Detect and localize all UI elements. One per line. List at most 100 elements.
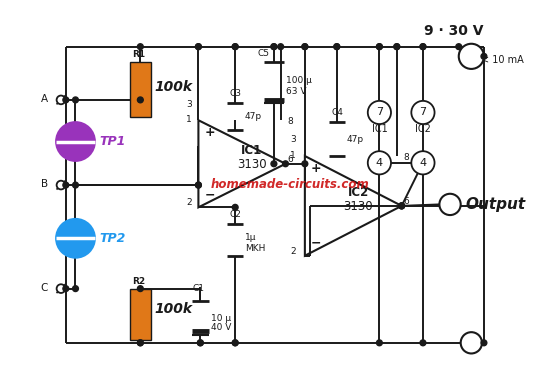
Circle shape bbox=[195, 182, 201, 188]
Text: 7: 7 bbox=[376, 107, 383, 117]
Text: +: + bbox=[311, 162, 322, 175]
Text: 100k: 100k bbox=[155, 80, 193, 94]
Text: 2: 2 bbox=[291, 247, 296, 256]
Circle shape bbox=[377, 340, 383, 346]
Circle shape bbox=[278, 44, 284, 50]
Circle shape bbox=[399, 203, 404, 209]
Circle shape bbox=[271, 44, 277, 50]
Circle shape bbox=[377, 44, 383, 50]
Circle shape bbox=[57, 284, 65, 293]
Text: 10 µ: 10 µ bbox=[211, 314, 231, 323]
Circle shape bbox=[137, 340, 143, 346]
Circle shape bbox=[73, 182, 79, 188]
Circle shape bbox=[232, 205, 238, 210]
Text: 3: 3 bbox=[291, 135, 296, 144]
Circle shape bbox=[368, 151, 391, 174]
Circle shape bbox=[394, 44, 400, 50]
Circle shape bbox=[197, 340, 203, 346]
Text: 47p: 47p bbox=[245, 112, 262, 121]
Text: 3130: 3130 bbox=[343, 200, 373, 213]
Circle shape bbox=[481, 53, 487, 59]
Circle shape bbox=[232, 44, 238, 50]
Circle shape bbox=[137, 97, 143, 103]
Text: MKH: MKH bbox=[245, 244, 265, 253]
Text: 2: 2 bbox=[186, 198, 192, 208]
Circle shape bbox=[56, 122, 95, 161]
Text: +: + bbox=[465, 48, 478, 63]
Text: C2: C2 bbox=[230, 210, 241, 219]
Circle shape bbox=[302, 44, 308, 50]
Circle shape bbox=[394, 44, 400, 50]
Circle shape bbox=[458, 44, 484, 69]
Circle shape bbox=[439, 194, 461, 215]
Text: 8: 8 bbox=[403, 153, 409, 162]
Circle shape bbox=[420, 44, 426, 50]
Circle shape bbox=[456, 44, 462, 50]
Text: R1: R1 bbox=[133, 50, 146, 59]
Text: TP1: TP1 bbox=[100, 135, 126, 148]
Circle shape bbox=[195, 182, 201, 188]
Text: 100 µ: 100 µ bbox=[286, 76, 312, 85]
Text: IC1: IC1 bbox=[241, 144, 262, 157]
Circle shape bbox=[195, 44, 201, 50]
Text: IC1: IC1 bbox=[371, 124, 387, 134]
Text: 40 V: 40 V bbox=[211, 323, 231, 332]
Circle shape bbox=[377, 44, 383, 50]
Circle shape bbox=[271, 44, 277, 50]
Text: Output: Output bbox=[465, 197, 526, 212]
Text: R2: R2 bbox=[133, 277, 146, 286]
Circle shape bbox=[420, 340, 426, 346]
Text: C1: C1 bbox=[193, 285, 204, 294]
Text: −: − bbox=[311, 237, 321, 250]
Text: 4: 4 bbox=[376, 158, 383, 168]
Text: 1µ: 1µ bbox=[245, 233, 256, 242]
Circle shape bbox=[137, 286, 143, 291]
Text: homemade-circuits.com: homemade-circuits.com bbox=[211, 178, 370, 191]
Circle shape bbox=[195, 44, 201, 50]
Text: IC2: IC2 bbox=[415, 124, 431, 134]
Circle shape bbox=[63, 97, 68, 103]
Circle shape bbox=[334, 44, 340, 50]
Circle shape bbox=[481, 340, 487, 346]
Text: C3: C3 bbox=[230, 89, 241, 98]
Circle shape bbox=[420, 44, 426, 50]
Circle shape bbox=[232, 44, 238, 50]
Circle shape bbox=[282, 161, 288, 167]
Circle shape bbox=[56, 219, 95, 258]
Circle shape bbox=[137, 44, 143, 50]
Circle shape bbox=[334, 44, 340, 50]
Circle shape bbox=[411, 151, 434, 174]
Text: 4: 4 bbox=[419, 158, 426, 168]
Circle shape bbox=[232, 340, 238, 346]
Text: 1: 1 bbox=[186, 115, 192, 124]
Circle shape bbox=[57, 95, 65, 104]
Text: C: C bbox=[41, 283, 48, 292]
Text: 1: 1 bbox=[291, 151, 296, 160]
Circle shape bbox=[232, 340, 238, 346]
Text: 0: 0 bbox=[468, 337, 475, 347]
Circle shape bbox=[197, 340, 203, 346]
Circle shape bbox=[399, 203, 404, 209]
Circle shape bbox=[302, 161, 308, 167]
Bar bbox=[129, 289, 151, 340]
Bar bbox=[129, 62, 151, 117]
Text: +: + bbox=[204, 126, 215, 139]
Circle shape bbox=[368, 101, 391, 124]
Text: 63 V: 63 V bbox=[286, 87, 307, 96]
Text: 3130: 3130 bbox=[237, 158, 266, 171]
Circle shape bbox=[73, 286, 79, 291]
Text: 3: 3 bbox=[186, 99, 192, 109]
Text: 47p: 47p bbox=[347, 135, 364, 144]
Circle shape bbox=[461, 332, 482, 353]
Circle shape bbox=[57, 181, 65, 189]
Text: B: B bbox=[41, 179, 48, 189]
Text: 6: 6 bbox=[287, 155, 293, 164]
Text: 8: 8 bbox=[287, 117, 293, 126]
Text: < 10 mA: < 10 mA bbox=[481, 55, 524, 65]
Text: C5: C5 bbox=[257, 49, 269, 58]
Text: −: − bbox=[204, 188, 215, 202]
Text: 6: 6 bbox=[403, 197, 409, 206]
Circle shape bbox=[63, 286, 68, 291]
Circle shape bbox=[399, 203, 404, 209]
Circle shape bbox=[302, 44, 308, 50]
